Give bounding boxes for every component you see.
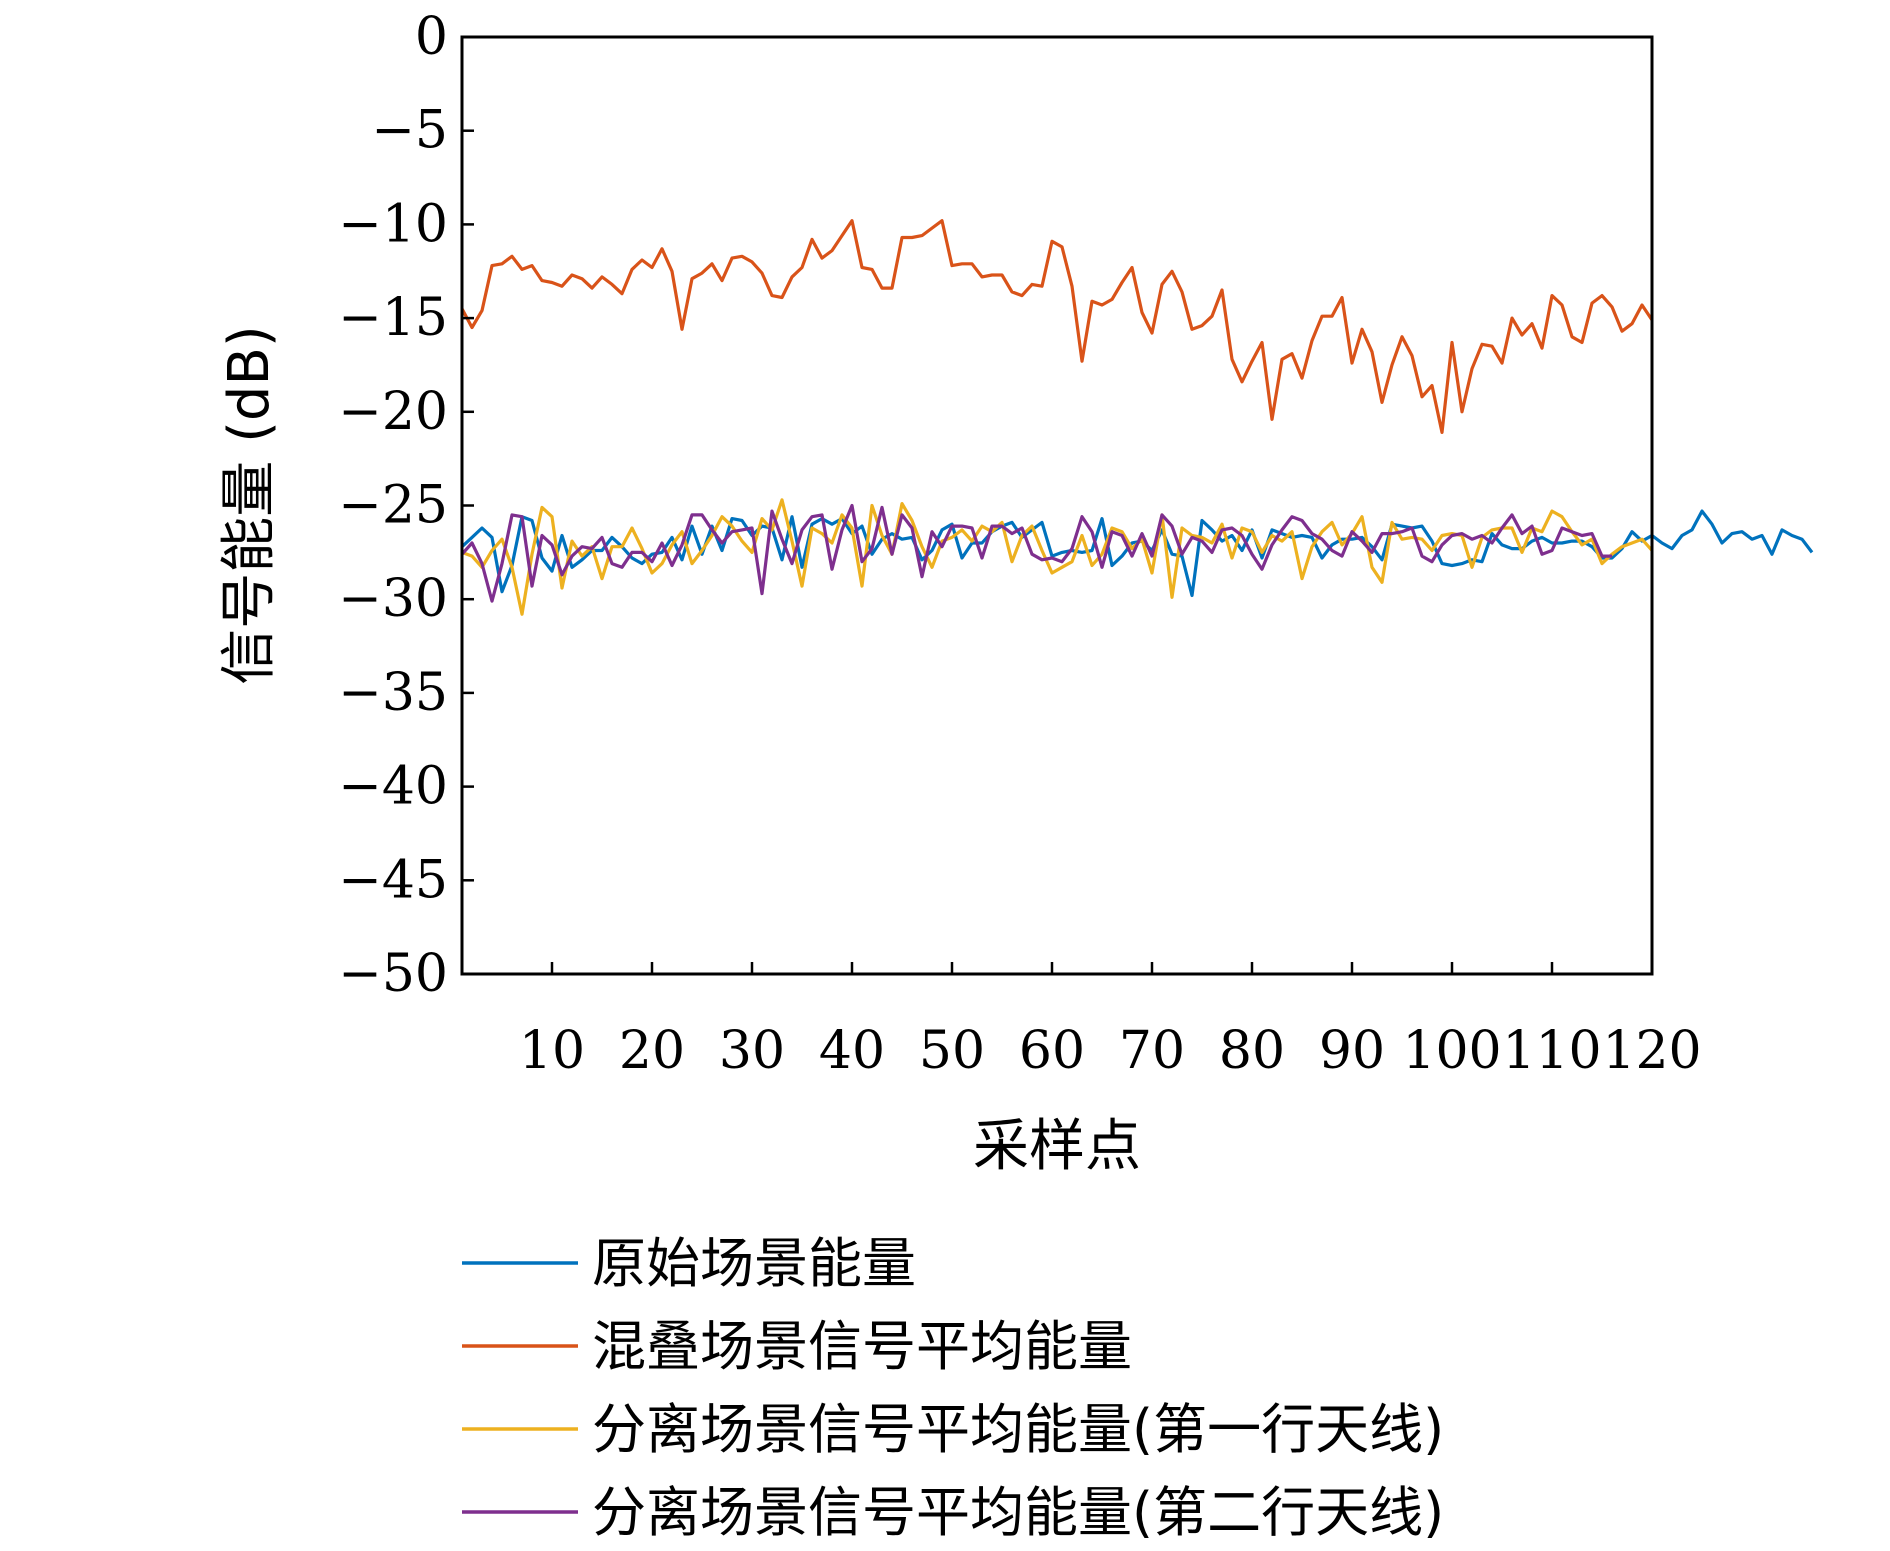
legend-label: 分离场景信号平均能量(第一行天线) — [592, 1398, 1444, 1461]
x-tick-label: 10 — [519, 1021, 585, 1081]
legend-label: 混叠场景信号平均能量 — [592, 1315, 1132, 1378]
x-axis: 10 20 30 40 50 60 70 80 90 100 110 120 — [519, 962, 1702, 1081]
x-axis-title: 采样点 — [973, 1114, 1141, 1179]
legend-label: 原始场景能量 — [592, 1232, 916, 1295]
x-tick-label: 120 — [1602, 1021, 1701, 1081]
y-tick-label: −20 — [338, 382, 448, 442]
x-tick-label: 60 — [1019, 1021, 1085, 1081]
y-tick-label: −35 — [338, 663, 448, 723]
y-tick-label: 0 — [415, 7, 448, 67]
y-axis: 0 −5 −10 −15 −20 −25 −30 −35 −40 −45 −50 — [338, 7, 474, 1004]
y-axis-title: 信号能量 (dB) — [217, 325, 282, 684]
x-tick-label: 20 — [619, 1021, 685, 1081]
x-tick-label: 110 — [1502, 1021, 1601, 1081]
x-tick-label: 100 — [1402, 1021, 1501, 1081]
x-tick-label: 70 — [1119, 1021, 1185, 1081]
y-tick-label: −40 — [338, 757, 448, 817]
y-tick-label: −30 — [338, 569, 448, 629]
x-tick-label: 50 — [919, 1021, 985, 1081]
y-tick-label: −5 — [371, 101, 448, 161]
x-tick-label: 40 — [819, 1021, 885, 1081]
y-tick-label: −10 — [338, 194, 448, 254]
y-tick-label: −45 — [338, 850, 448, 910]
series-line-2 — [460, 219, 1654, 434]
series-line-4 — [460, 503, 1612, 603]
y-tick-label: −25 — [338, 476, 448, 536]
x-tick-label: 90 — [1319, 1021, 1385, 1081]
y-tick-label: −15 — [338, 288, 448, 348]
y-tick-label: −50 — [338, 944, 448, 1004]
x-tick-label: 80 — [1219, 1021, 1285, 1081]
legend-label: 分离场景信号平均能量(第二行天线) — [592, 1481, 1444, 1544]
x-tick-label: 30 — [719, 1021, 785, 1081]
series-layer — [460, 219, 1814, 616]
